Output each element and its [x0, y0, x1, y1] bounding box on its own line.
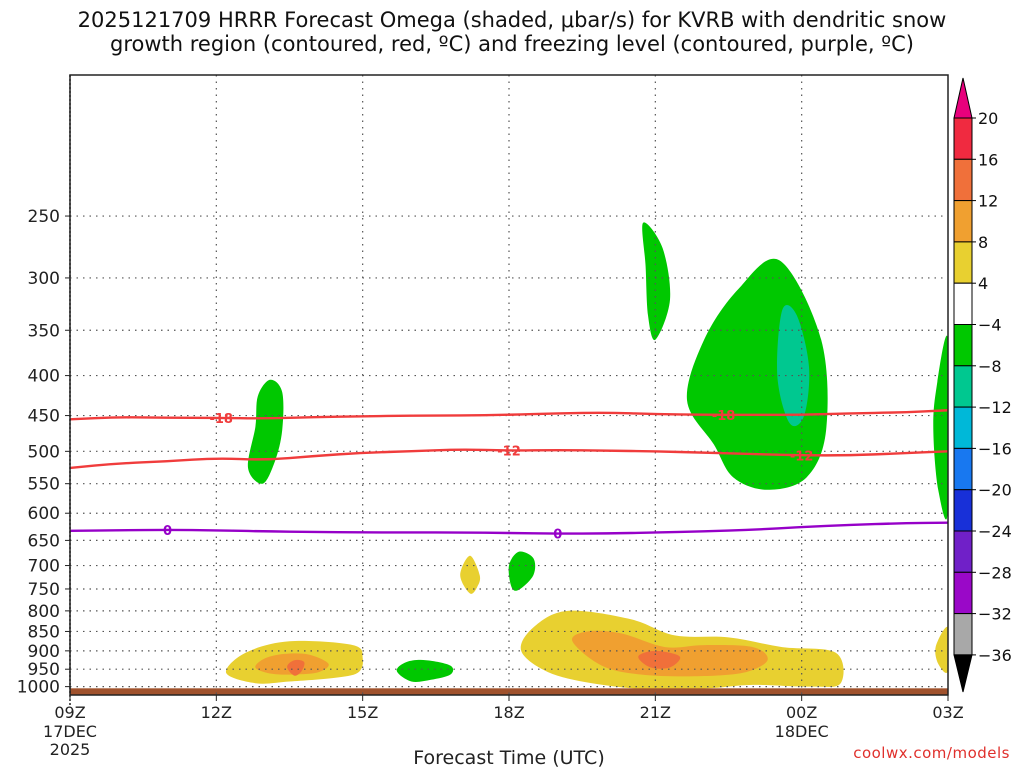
- x-tick-sublabel: 18DEC: [775, 722, 829, 741]
- contour-line-2: [70, 521, 948, 535]
- colorbar-bottom-triangle: [953, 654, 973, 693]
- colorbar: 20 16 12 8 4 −4 −8 −12 −16 −20 −24 −28 −32 −36: [953, 77, 1012, 693]
- colorbar-segment-7: [953, 406, 973, 449]
- y-tick-label: 550: [28, 475, 60, 495]
- colorbar-label: −12: [978, 398, 1012, 417]
- chart-title-line-1: 2025121709 HRRR Forecast Omega (shaded, …: [77, 8, 947, 32]
- contour-label-2-1: 0: [553, 528, 562, 543]
- y-tick-label: 250: [28, 207, 60, 227]
- omega-region-12: [638, 650, 681, 669]
- source-credit: coolwx.com/models: [853, 744, 1010, 762]
- x-tick-sublabel: 17DEC: [43, 722, 97, 741]
- contour-label-0-1: -18: [712, 409, 736, 424]
- omega-region-3: [247, 379, 284, 484]
- y-tick-label: 850: [28, 622, 60, 642]
- y-tick-label: 800: [28, 602, 60, 622]
- x-tick-label: 18Z: [493, 703, 524, 722]
- y-tick-label: 300: [28, 269, 60, 289]
- y-tick-label: 1000: [17, 678, 60, 698]
- terrain-band: [70, 688, 948, 695]
- contour-label-0-0: -18: [209, 412, 233, 427]
- colorbar-label: −28: [978, 563, 1012, 582]
- y-tick-label: 900: [28, 642, 60, 662]
- colorbar-segment-6: [953, 365, 973, 408]
- colorbar-label: −24: [978, 522, 1012, 541]
- chart-title-line-2: growth region (contoured, red, ºC) and f…: [110, 32, 914, 56]
- y-tick-label: 450: [28, 407, 60, 427]
- colorbar-label: 8: [978, 233, 988, 252]
- contour-label-1-1: -12: [790, 449, 814, 464]
- colorbar-label: 12: [978, 192, 998, 211]
- y-tick-label: 400: [28, 367, 60, 387]
- colorbar-top-triangle: [953, 77, 973, 119]
- x-axis-title: Forecast Time (UTC): [413, 747, 604, 768]
- y-tick-label: 700: [28, 557, 60, 577]
- y-tick-label: 650: [28, 531, 60, 551]
- colorbar-segment-0: [953, 117, 973, 160]
- colorbar-segment-1: [953, 158, 973, 202]
- colorbar-segment-12: [953, 613, 973, 656]
- colorbar-segment-8: [953, 447, 973, 491]
- omega-region-6: [508, 551, 536, 591]
- x-tick-label: 03Z: [932, 703, 963, 722]
- colorbar-label: −36: [978, 646, 1012, 665]
- colorbar-segment-11: [953, 571, 973, 615]
- omega-region-5: [460, 555, 481, 594]
- y-tick-label: 750: [28, 580, 60, 600]
- omega-region-14: [935, 626, 948, 674]
- colorbar-label: 16: [978, 150, 998, 169]
- colorbar-label: 20: [978, 109, 998, 128]
- colorbar-label: 4: [978, 274, 988, 293]
- x-tick-label: 00Z: [786, 703, 817, 722]
- y-axis: 2503003504004505005506006507007508008509…: [17, 207, 70, 698]
- omega-region-4: [396, 659, 454, 682]
- colorbar-segment-5: [953, 324, 973, 367]
- colorbar-label: −32: [978, 605, 1012, 624]
- y-tick-label: 350: [28, 321, 60, 341]
- omega-region-7: [642, 222, 671, 341]
- colorbar-label: −4: [978, 316, 1002, 335]
- x-tick-label: 09Z: [54, 703, 85, 722]
- colorbar-label: −20: [978, 481, 1012, 500]
- colorbar-segment-9: [953, 489, 973, 532]
- x-tick-sublabel-year: 2025: [50, 740, 91, 759]
- y-tick-label: 600: [28, 504, 60, 524]
- x-tick-label: 12Z: [201, 703, 232, 722]
- x-tick-label: 15Z: [347, 703, 378, 722]
- contour-label-1-0: -12: [497, 445, 521, 460]
- colorbar-segment-2: [953, 200, 973, 243]
- omega-region-13: [933, 336, 948, 520]
- omega-region-2: [287, 659, 305, 676]
- colorbar-label: −8: [978, 357, 1002, 376]
- y-tick-label: 950: [28, 660, 60, 680]
- contour-label-2-0: 0: [163, 524, 172, 539]
- colorbar-segment-4: [953, 282, 973, 326]
- x-tick-label: 21Z: [640, 703, 671, 722]
- y-tick-label: 500: [28, 442, 60, 462]
- contour-line-0: [70, 409, 948, 421]
- colorbar-segment-10: [953, 530, 973, 573]
- colorbar-label: −16: [978, 439, 1012, 458]
- contour-lines: -18 -18 -12 -12 0 0: [70, 409, 948, 543]
- colorbar-segment-3: [953, 241, 973, 284]
- contour-line-1: [70, 448, 948, 470]
